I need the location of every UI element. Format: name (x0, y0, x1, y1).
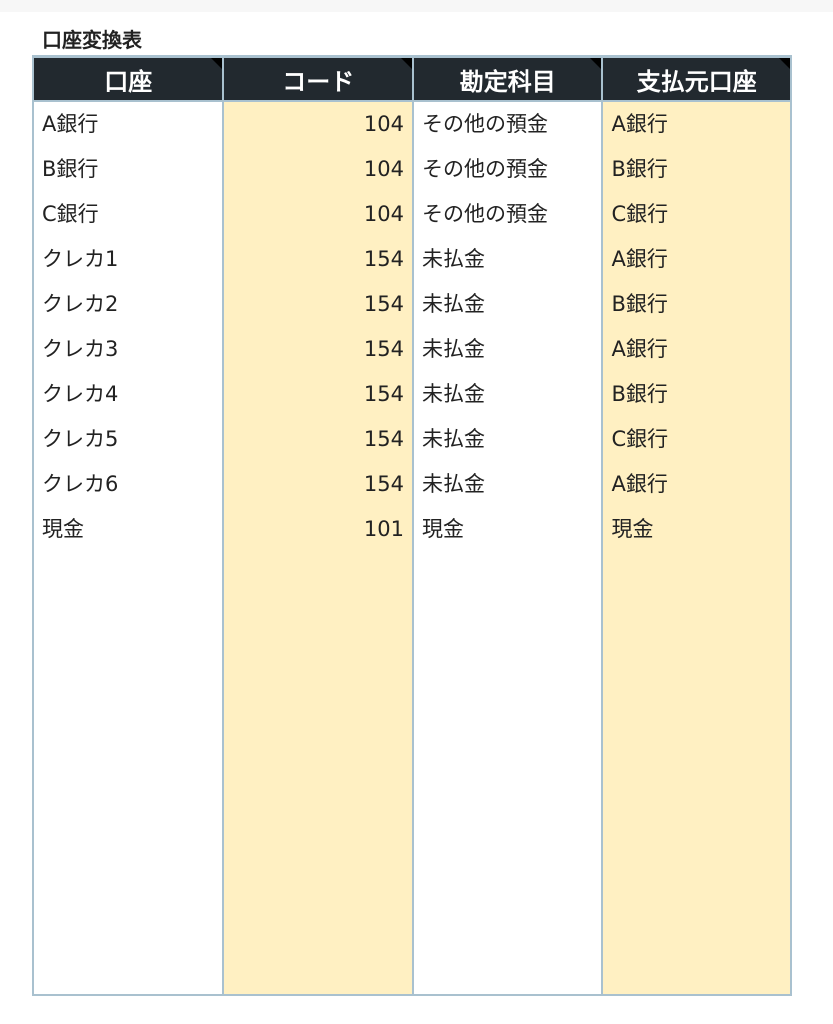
cell-code[interactable]: 154 (363, 427, 404, 451)
column-header-label: 口座 (104, 67, 153, 96)
cell-account[interactable]: クレカ4 (42, 382, 119, 406)
cell-account-title[interactable]: 現金 (421, 517, 464, 541)
cell-payment-source[interactable]: B銀行 (611, 157, 668, 181)
column-header-label: コード (282, 67, 355, 96)
account-conversion-table: 口座 A銀行 B銀行 C銀行 クレカ1 クレカ2 クレカ3 クレカ4 クレカ5 クレカ6 現金 コード… (32, 55, 792, 996)
column-header-label: 支払元口座 (636, 67, 757, 96)
column-header-payment-source[interactable]: 支払元口座 (603, 57, 790, 102)
cell-account-title[interactable]: 未払金 (421, 382, 485, 406)
sheet-title: 口座変換表 (42, 28, 142, 52)
cell-account[interactable]: クレカ6 (42, 472, 119, 496)
cell-account[interactable]: A銀行 (42, 112, 99, 136)
cell-payment-source[interactable]: A銀行 (611, 337, 668, 361)
column-account: 口座 A銀行 B銀行 C銀行クレカ1 クレカ2 クレカ3 クレカ4 クレカ5 クレカ6 現金 (34, 57, 225, 994)
cell-account-title[interactable]: その他の預金 (421, 157, 548, 181)
cell-code[interactable]: 154 (363, 382, 404, 406)
cell-account[interactable]: クレカ3 (42, 337, 119, 361)
cell-account[interactable]: B銀行 (42, 157, 99, 181)
filter-triangle-icon[interactable] (779, 58, 790, 69)
cell-payment-source[interactable]: C銀行 (611, 427, 669, 451)
cell-code[interactable]: 154 (363, 292, 404, 316)
cell-code[interactable]: 104 (363, 112, 404, 136)
column-header-code[interactable]: コード (224, 57, 412, 102)
cell-account[interactable]: 現金 (42, 517, 84, 541)
column-header-account-title[interactable]: 勘定科目 (413, 57, 602, 102)
cell-payment-source[interactable]: A銀行 (611, 112, 668, 136)
cell-payment-source[interactable]: C銀行 (611, 202, 669, 226)
filter-triangle-icon[interactable] (400, 58, 412, 69)
cell-account-title[interactable]: 未払金 (421, 427, 485, 451)
cell-payment-source[interactable]: B銀行 (611, 382, 668, 406)
filter-triangle-icon[interactable] (211, 58, 223, 69)
cell-account[interactable]: クレカ2 (42, 292, 119, 316)
cell-account-title[interactable]: 未払金 (421, 247, 485, 271)
cell-account-title[interactable]: 未払金 (421, 292, 485, 316)
cell-account-title[interactable]: 未払金 (421, 337, 485, 361)
cell-payment-source[interactable]: A銀行 (611, 472, 668, 496)
cell-account-title[interactable]: その他の預金 (421, 202, 548, 226)
cell-payment-source[interactable]: 現金 (611, 517, 654, 541)
cell-payment-source[interactable]: A銀行 (611, 247, 668, 271)
cell-account-title[interactable]: その他の預金 (421, 112, 548, 136)
column-payment-source: 支払元口座 A銀行 B銀行 C銀行 A銀行 B銀行 A銀行 B銀行 C銀行 A銀行現金 (603, 57, 790, 994)
top-bar (0, 0, 833, 12)
cell-code[interactable]: 154 (363, 337, 404, 361)
cell-payment-source[interactable]: B銀行 (611, 292, 668, 316)
filter-triangle-icon[interactable] (590, 58, 602, 69)
cell-account[interactable]: C銀行 (42, 202, 99, 226)
column-header-label: 勘定科目 (459, 67, 556, 96)
cell-code[interactable]: 154 (363, 247, 404, 271)
cell-code[interactable]: 154 (363, 472, 404, 496)
cell-code[interactable]: 104 (363, 157, 404, 181)
cell-code[interactable]: 101 (363, 517, 404, 541)
column-code: コード 104 104 104 154 154 154 154 154 154 101 (224, 57, 414, 994)
cell-code[interactable]: 104 (363, 202, 404, 226)
column-header-account[interactable]: 口座 (34, 57, 223, 102)
cell-account[interactable]: クレカ5 (42, 427, 119, 451)
column-account-title: 勘定科目 その他の預金 その他の預金 その他の預金 未払金 未払金 未払金 未払金 未払金 未払金… (413, 57, 604, 994)
cell-account-title[interactable]: 未払金 (421, 472, 485, 496)
cell-account[interactable]: クレカ1 (42, 247, 119, 271)
